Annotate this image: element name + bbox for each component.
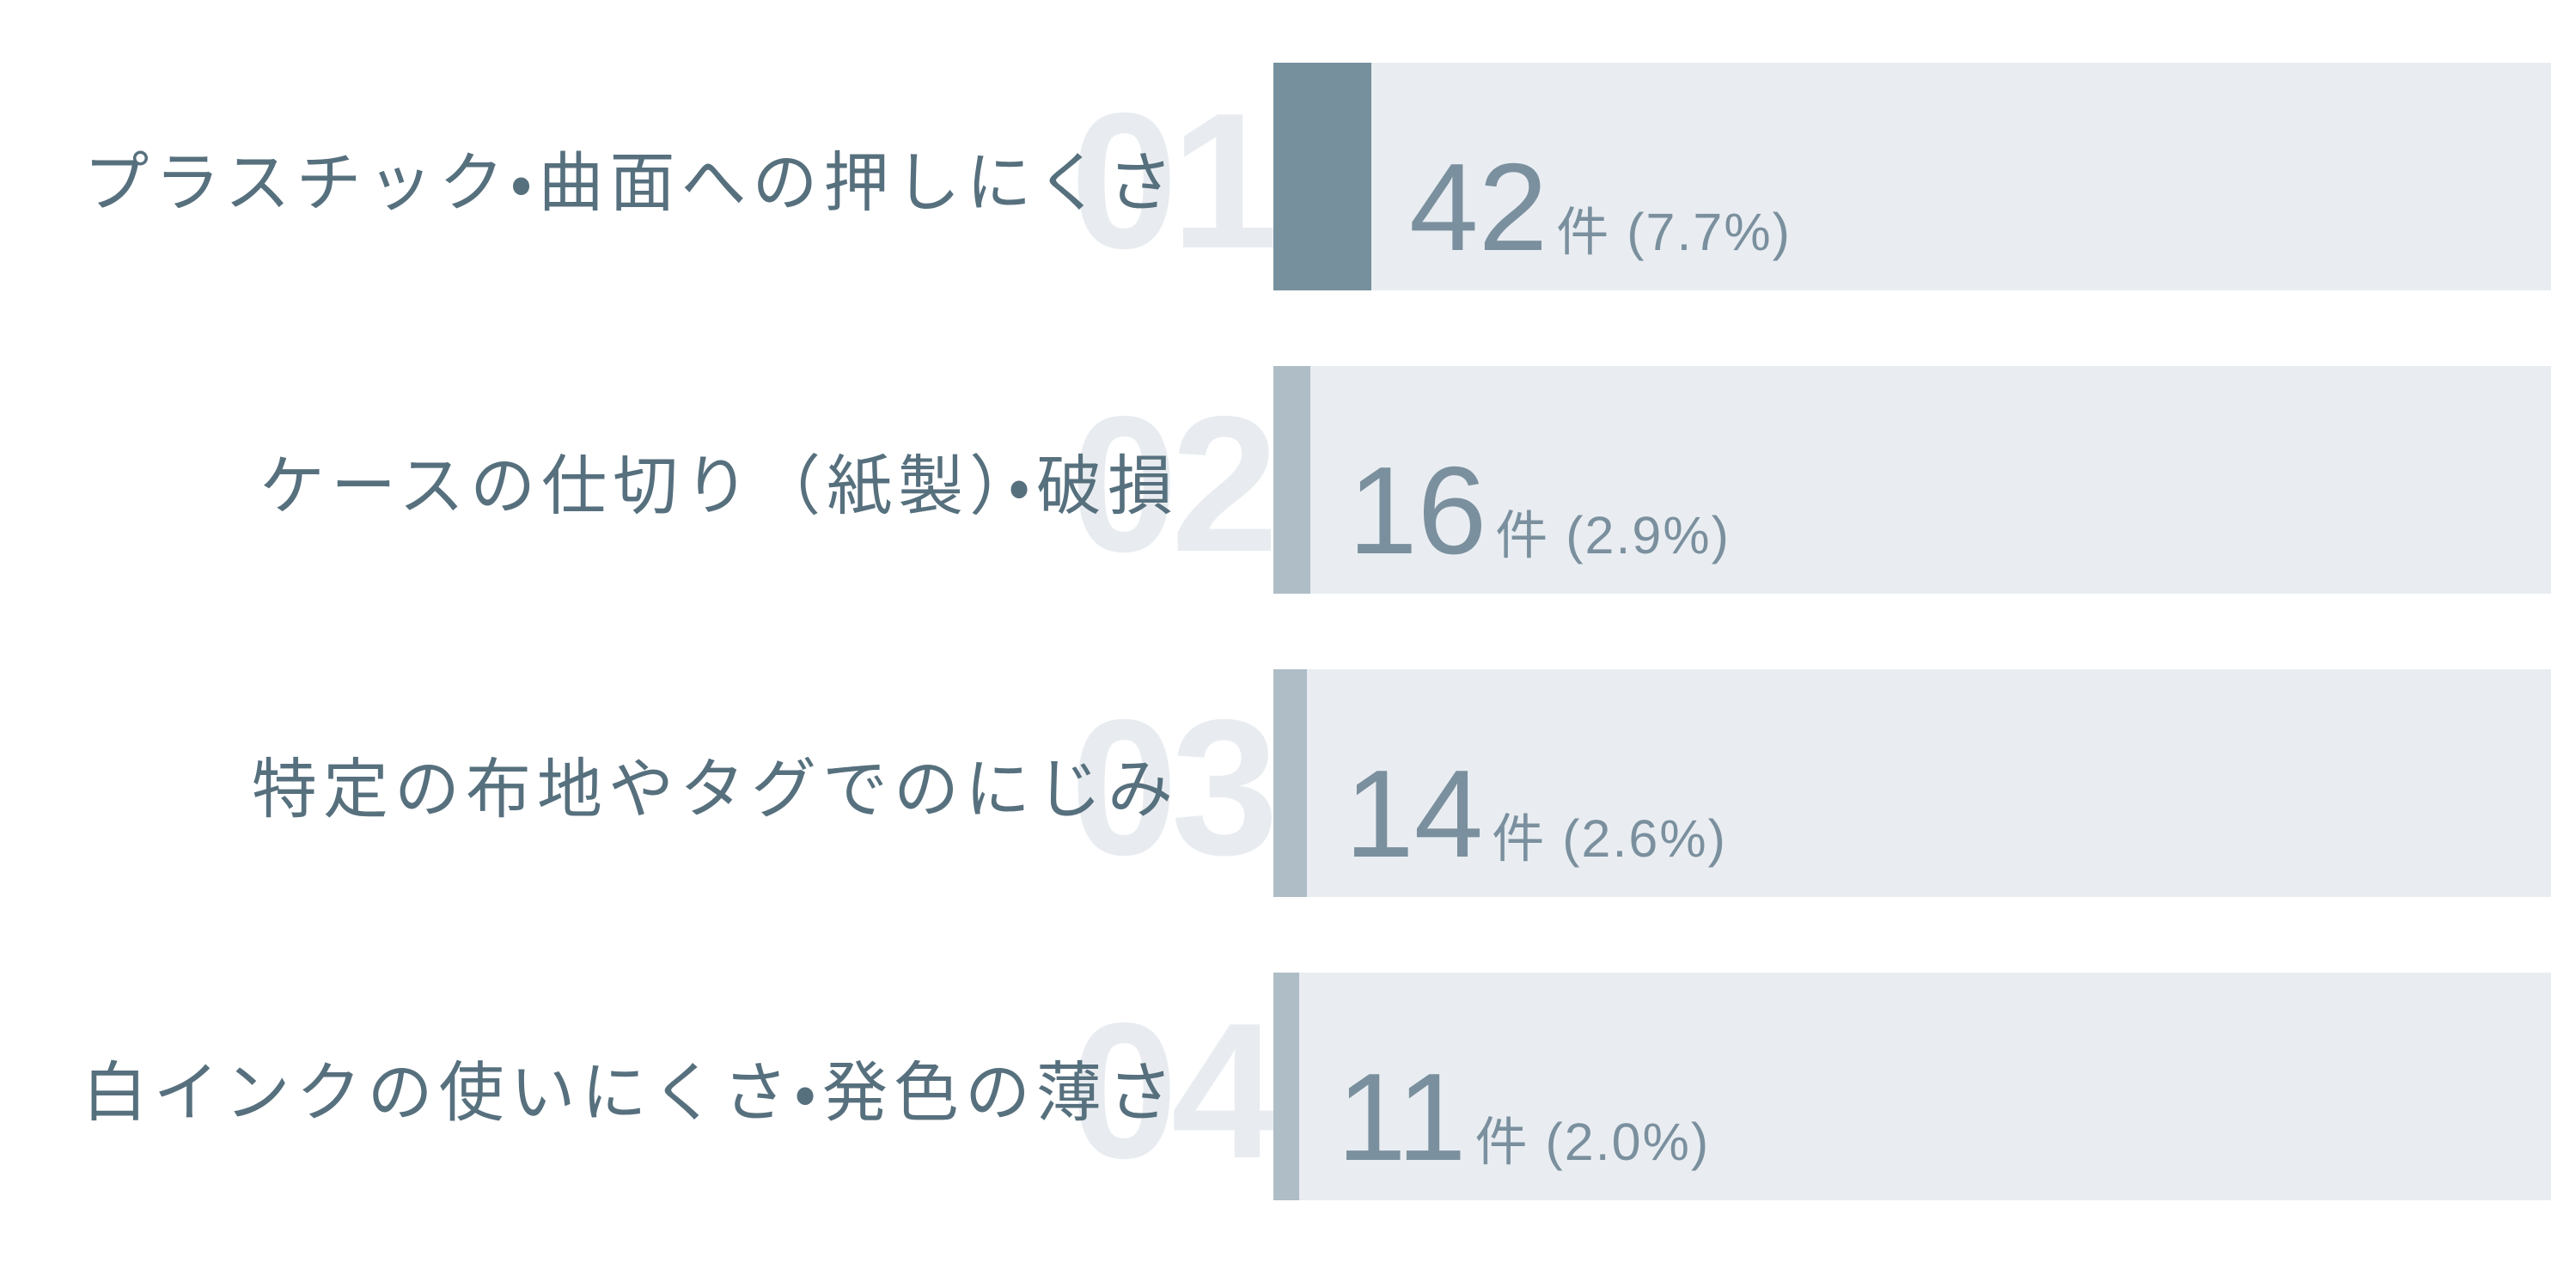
rank-number: 02 — [1070, 375, 1279, 592]
category-label: 特定の布地やタグでのにじみ — [252, 753, 1179, 827]
bar-fill — [1273, 366, 1311, 594]
value-annotation: 11 件 (2.0%) — [1337, 1055, 1710, 1180]
bar-fill — [1273, 973, 1299, 1200]
survey-bar-row: 02 ケースの仕切り（紙製）・破損 16 件 (2.9%) — [0, 366, 2576, 594]
value-unit-percent: 件 (2.0%) — [1474, 1113, 1711, 1171]
bar-fill — [1273, 63, 1372, 290]
value-annotation: 14 件 (2.6%) — [1345, 752, 1727, 876]
value-count: 42 — [1409, 137, 1548, 277]
value-count: 14 — [1345, 744, 1484, 883]
bar-track: 14 件 (2.6%) — [1273, 669, 2551, 897]
category-label: ケースの仕切り（紙製）・破損 — [259, 449, 1179, 523]
rank-number: 01 — [1070, 71, 1279, 289]
rank-number: 03 — [1070, 678, 1279, 895]
survey-bar-row: 04 白インクの使いにくさ・発色の薄さ 11 件 (2.0%) — [0, 973, 2576, 1200]
bar-track: 11 件 (2.0%) — [1273, 973, 2551, 1200]
category-label: 白インクの使いにくさ・発色の薄さ — [82, 1056, 1179, 1130]
rank-number: 04 — [1070, 981, 1279, 1199]
survey-bar-row: 01 プラスチック・曲面への押しにくさ 42 件 (7.7%) — [0, 63, 2576, 290]
bar-fill — [1273, 669, 1307, 897]
bar-track: 42 件 (7.7%) — [1273, 63, 2551, 290]
category-label: プラスチック・曲面への押しにくさ — [83, 146, 1179, 220]
value-annotation: 16 件 (2.9%) — [1348, 448, 1731, 573]
value-annotation: 42 件 (7.7%) — [1409, 145, 1792, 270]
value-count: 16 — [1348, 441, 1487, 580]
value-unit-percent: 件 (2.9%) — [1495, 506, 1731, 564]
value-unit-percent: 件 (7.7%) — [1556, 203, 1792, 261]
value-unit-percent: 件 (2.6%) — [1492, 809, 1727, 868]
value-count: 11 — [1337, 1047, 1467, 1187]
survey-bar-row: 03 特定の布地やタグでのにじみ 14 件 (2.6%) — [0, 669, 2576, 897]
bar-track: 16 件 (2.9%) — [1273, 366, 2551, 594]
